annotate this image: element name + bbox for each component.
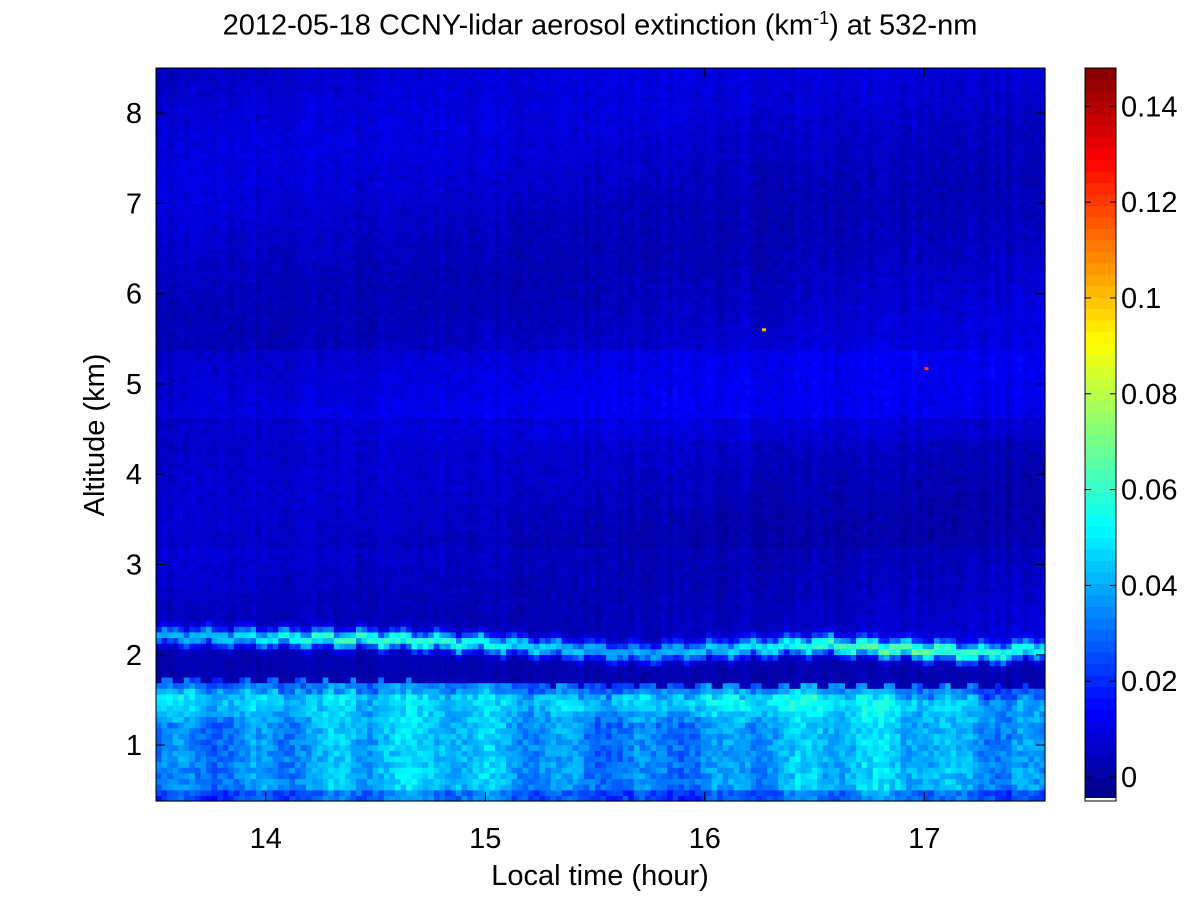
- chart-title: 2012-05-18 CCNY-lidar aerosol extinction…: [0, 8, 1200, 43]
- colorbar-tick-label-6: 0.12: [1121, 187, 1177, 219]
- y-tick-label-1: 2: [126, 640, 142, 672]
- y-tick-label-4: 5: [126, 369, 142, 401]
- colorbar-tick-label-0: 0: [1121, 762, 1137, 794]
- colorbar-tick-label-3: 0.06: [1121, 475, 1177, 507]
- colorbar-tick-label-5: 0.1: [1121, 283, 1161, 315]
- x-tick-label-2: 16: [689, 823, 721, 855]
- colorbar-tick-label-2: 0.04: [1121, 570, 1177, 602]
- colorbar-tick-label-4: 0.08: [1121, 379, 1177, 411]
- x-axis-label: Local time (hour): [491, 860, 709, 892]
- outlier-point-0: [762, 328, 767, 332]
- outlier-point-1: [924, 367, 929, 371]
- colorbar-tick-label-1: 0.02: [1121, 666, 1177, 698]
- y-tick-label-0: 1: [126, 730, 142, 762]
- x-tick-label-3: 17: [908, 823, 940, 855]
- plot-frame: [155, 67, 1046, 802]
- y-axis: 1 2 3 4 5 6 7 8: [126, 98, 1045, 762]
- heatmap-plot-area: [156, 68, 1046, 802]
- colorbar: 0 0.02 0.04 0.06 0.08 0.1 0.12 0.14: [1084, 67, 1177, 802]
- x-tick-label-1: 15: [469, 823, 501, 855]
- y-tick-label-5: 6: [126, 279, 142, 311]
- chart-title-superscript: -1: [813, 8, 829, 28]
- x-axis: 14 15 16 17: [250, 68, 940, 855]
- x-tick-label-0: 14: [250, 823, 282, 855]
- y-tick-label-2: 3: [126, 549, 142, 581]
- y-tick-label-7: 8: [126, 98, 142, 130]
- chart-title-main: 2012-05-18 CCNY-lidar aerosol extinction…: [223, 10, 813, 42]
- y-tick-label-3: 4: [126, 459, 142, 491]
- colorbar-tick-label-7: 0.14: [1121, 91, 1177, 123]
- chart-title-suffix: ) at 532-nm: [829, 10, 977, 42]
- y-axis-label: Altitude (km): [79, 354, 111, 517]
- y-tick-label-6: 7: [126, 188, 142, 220]
